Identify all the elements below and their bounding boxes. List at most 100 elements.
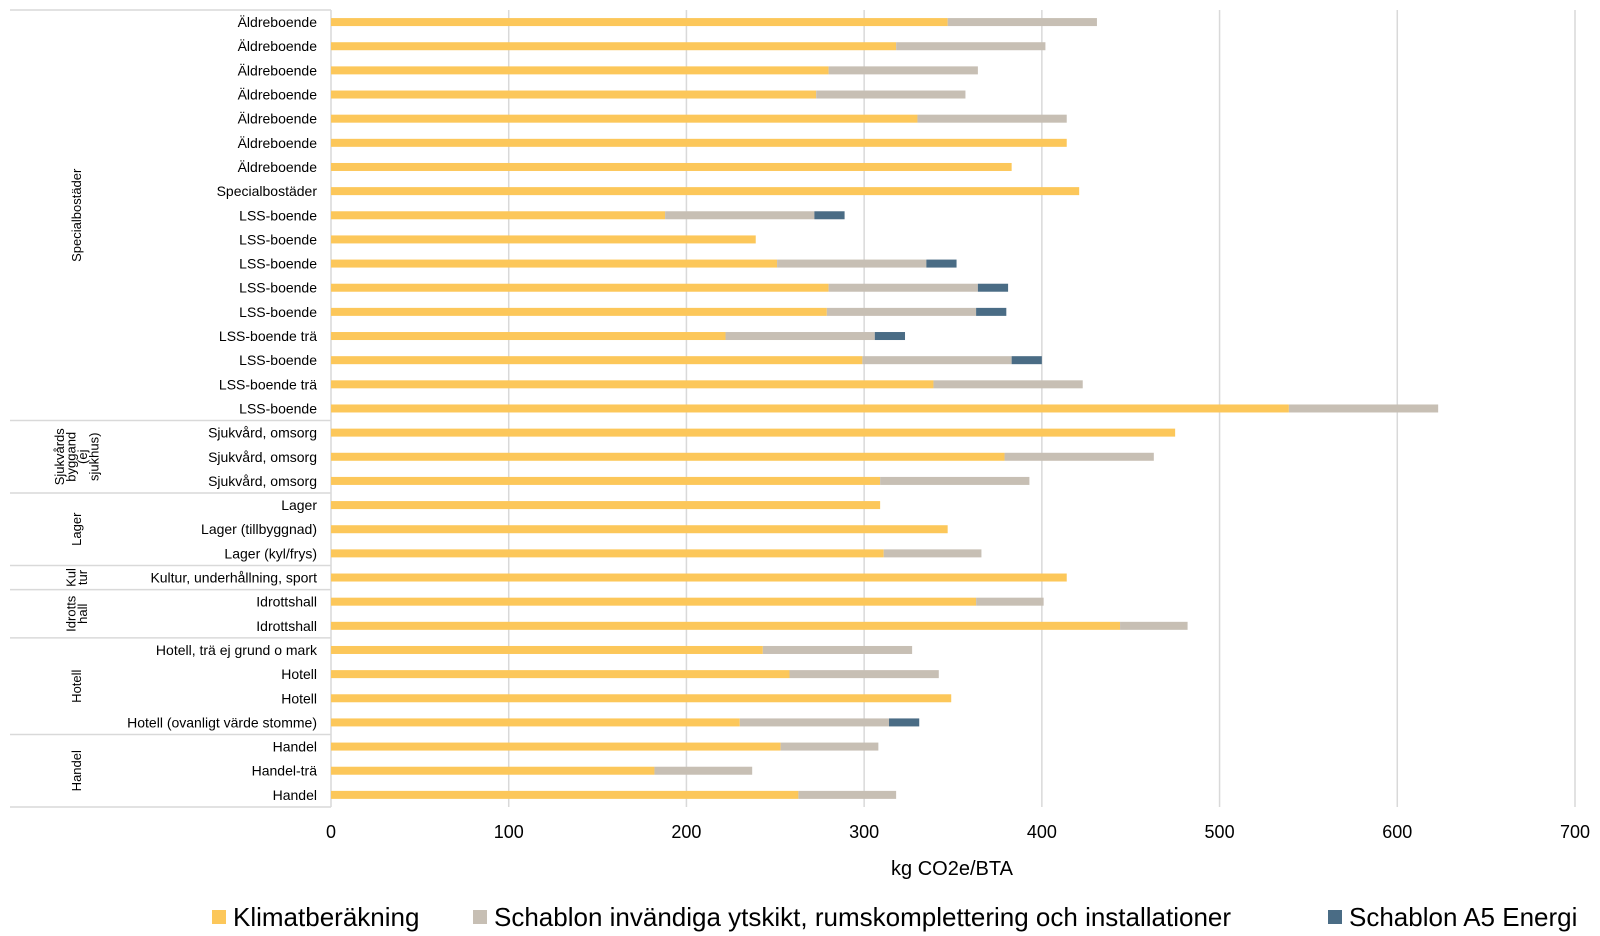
category-label: Äldreboende [238,159,318,175]
bar-segment-s2-r11 [977,283,1009,292]
group-labels: Specialbostäder Sjukvårdsbyggand(ejsjukhu… [52,168,102,791]
category-label: Idrottshall [256,618,317,634]
group-label: Specialbostäder [69,168,84,262]
category-label: LSS-boende [239,400,317,416]
bar-segment-s1-r30 [780,742,879,751]
bar-segment-s1-r16 [1288,404,1439,413]
category-label: Hotell, trä ej grund o mark [156,642,318,658]
bar-segment-s0-r24 [331,597,977,606]
x-tick-label: 400 [1027,822,1057,842]
bar-segment-s0-r2 [331,66,829,75]
category-label: Specialbostäder [217,183,318,199]
x-tick-label: 500 [1205,822,1235,842]
category-label: Idrottshall [256,594,317,610]
bar-segment-s1-r13 [725,332,875,341]
category-label: Sjukvård, omsorg [208,449,317,465]
bar-segment-s2-r10 [926,259,957,268]
x-tick-labels: 0 100 200 300 400 500 600 700 [326,822,1590,842]
x-tick-label: 0 [326,822,336,842]
category-label: Hotell (ovanligt värde stomme) [127,714,317,730]
category-axis-frame [10,9,332,808]
category-label: Lager (kyl/frys) [224,545,317,561]
bar-segment-s0-r12 [331,307,827,316]
bar-segment-s1-r25 [1120,621,1188,630]
category-label: Äldreboende [238,14,318,30]
bar-segment-s1-r24 [976,597,1044,606]
category-label: LSS-boende [239,304,317,320]
bar-segment-s0-r0 [331,18,948,27]
bar-segment-s1-r0 [947,18,1097,27]
legend-swatch-1 [473,910,487,924]
category-label: LSS-boende [239,256,317,272]
bar-segment-s1-r19 [880,476,1030,485]
bar-segment-s0-r9 [331,235,756,244]
group-label: Hotell [69,669,84,702]
bar-segment-s1-r32 [798,790,897,799]
bar-segment-s1-r4 [917,114,1067,123]
legend-label-2: Schablon A5 Energi [1349,902,1577,932]
category-label: Äldreboende [238,62,318,78]
category-label: LSS-boende [239,207,317,223]
category-label: Handel-trä [252,763,318,779]
group-label: Handel [69,750,84,791]
bar-segment-s0-r16 [331,404,1289,413]
category-label: LSS-boende [239,352,317,368]
bar-segment-s0-r22 [331,549,884,558]
bar-segment-s1-r29 [739,718,890,727]
group-label: Sjukvårdsbyggand(ejsjukhus) [52,428,102,486]
bars [331,18,1439,799]
bar-segment-s1-r11 [828,283,978,292]
bar-segment-s0-r23 [331,573,1067,582]
bar-segment-s1-r8 [665,211,815,220]
bar-segment-s2-r29 [889,718,920,727]
category-label: Sjukvård, omsorg [208,473,317,489]
bar-segment-s0-r19 [331,476,881,485]
bar-segment-s0-r7 [331,187,1080,196]
legend-swatch-0 [212,910,226,924]
bar-segment-s1-r31 [654,766,753,775]
bar-segment-s0-r10 [331,259,778,268]
category-label: LSS-boende trä [219,376,317,392]
bar-segment-s1-r2 [828,66,978,75]
bar-segment-s0-r31 [331,766,655,775]
group-label: Lager [69,512,84,546]
bar-segment-s2-r13 [874,332,906,341]
bar-segment-s0-r14 [331,356,863,365]
category-label: Handel [273,787,317,803]
bar-segment-s0-r27 [331,670,790,679]
category-label: Hotell [281,690,317,706]
x-tick-label: 100 [494,822,524,842]
bar-segment-s0-r4 [331,114,918,123]
bar-segment-s0-r13 [331,332,726,341]
bar-segment-s2-r8 [814,211,845,220]
category-label: Hotell [281,666,317,682]
bar-segment-s0-r6 [331,162,1012,171]
bar-segment-s0-r32 [331,790,799,799]
category-label: Äldreboende [238,111,318,127]
bar-segment-s0-r18 [331,452,1005,461]
bar-segment-s0-r11 [331,283,829,292]
bar-segment-s1-r3 [816,90,966,99]
category-label: Kultur, underhållning, sport [150,570,317,586]
group-label: Idrottshall [63,595,90,632]
bar-segment-s0-r26 [331,645,763,654]
bar-segment-s0-r25 [331,621,1121,630]
group-label: Kultur [63,568,90,587]
bar-segment-s1-r12 [826,307,977,316]
legend-label-0: Klimatberäkning [233,902,419,932]
legend: Klimatberäkning Schablon invändiga ytskik… [212,902,1577,932]
x-tick-label: 200 [671,822,701,842]
bar-segment-s1-r10 [777,259,927,268]
bar-segment-s0-r1 [331,42,897,51]
bar-segment-s0-r21 [331,525,948,534]
category-label: Lager [281,497,317,513]
bar-segment-s1-r14 [862,356,1012,365]
bar-segment-s1-r27 [789,670,939,679]
x-tick-label: 300 [849,822,879,842]
bar-segment-s2-r14 [1011,356,1042,365]
bar-segment-s1-r1 [896,42,1046,51]
category-label: Äldreboende [238,135,318,151]
x-tick-label: 600 [1382,822,1412,842]
category-label: Äldreboende [238,87,318,103]
bar-segment-s0-r29 [331,718,740,727]
